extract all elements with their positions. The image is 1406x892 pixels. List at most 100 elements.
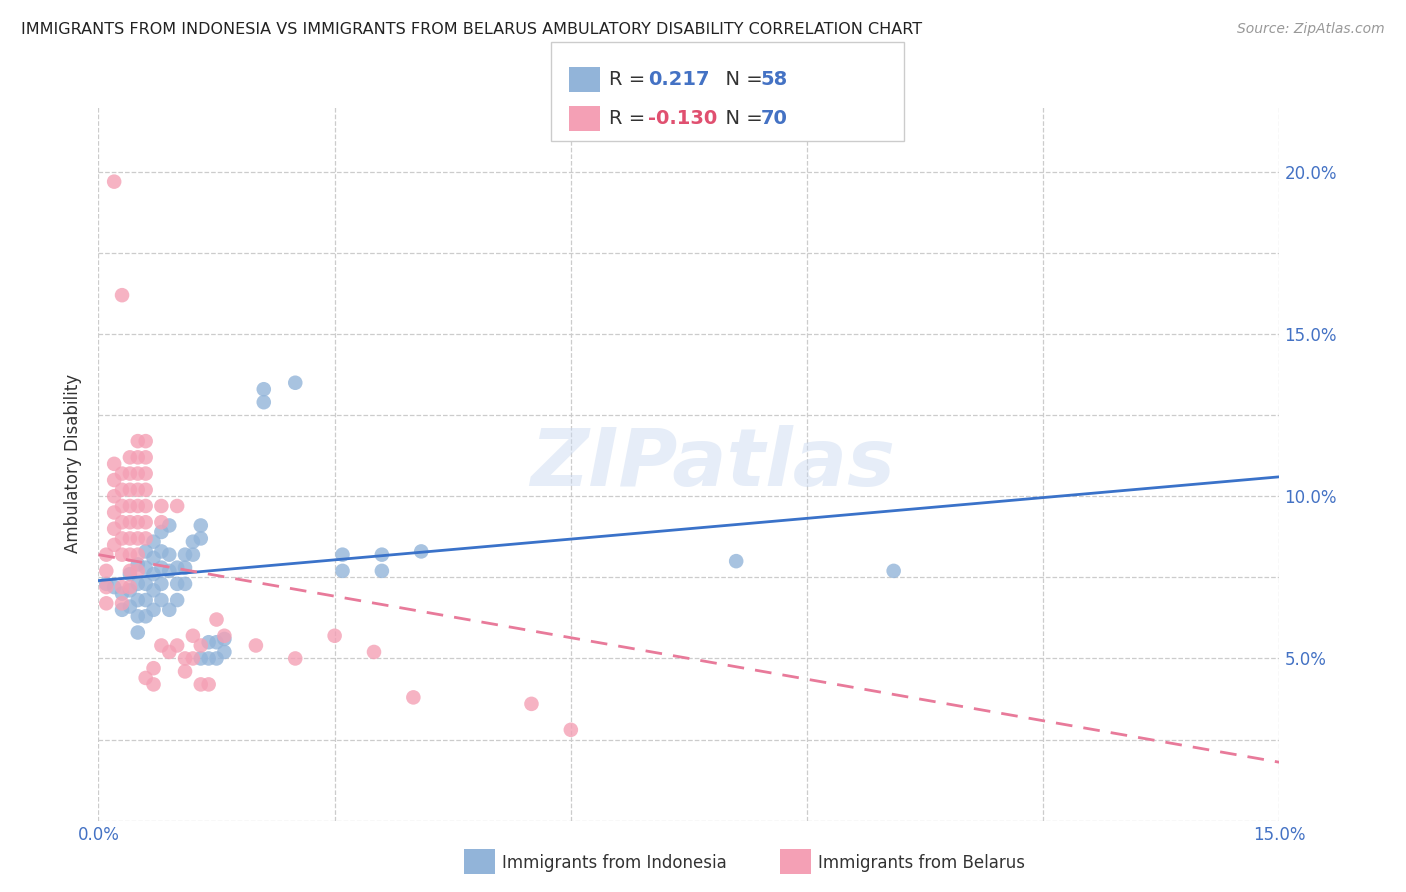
Point (96, 596, 118, 610)
Point (174, 548, 197, 562)
Point (111, 515, 134, 529)
Text: IMMIGRANTS FROM INDONESIA VS IMMIGRANTS FROM BELARUS AMBULATORY DISABILITY CORRE: IMMIGRANTS FROM INDONESIA VS IMMIGRANTS … (21, 22, 922, 37)
Point (411, 544, 433, 558)
Point (103, 457, 125, 471)
Point (883, 564, 905, 578)
Point (127, 483, 149, 497)
Point (111, 288, 134, 302)
Point (166, 499, 188, 513)
Point (103, 473, 125, 487)
Text: Source: ZipAtlas.com: Source: ZipAtlas.com (1237, 22, 1385, 37)
Point (135, 483, 157, 497)
Point (150, 524, 173, 539)
Point (174, 560, 197, 574)
Point (190, 532, 212, 546)
Point (560, 723, 582, 737)
Point (127, 564, 149, 578)
Point (142, 677, 165, 691)
Point (118, 450, 141, 465)
Point (150, 499, 173, 513)
Point (111, 548, 134, 562)
Point (520, 697, 543, 711)
Point (127, 577, 149, 591)
Point (150, 639, 173, 653)
Point (166, 639, 188, 653)
Point (363, 645, 385, 659)
Point (118, 483, 141, 497)
Point (96, 577, 118, 591)
Point (127, 499, 149, 513)
Point (135, 577, 157, 591)
Point (284, 376, 307, 390)
Point (166, 593, 188, 607)
Point (253, 395, 276, 409)
Point (111, 499, 134, 513)
Point (118, 467, 141, 481)
Point (135, 609, 157, 624)
Point (127, 434, 149, 449)
Text: Immigrants from Indonesia: Immigrants from Indonesia (502, 855, 727, 872)
Point (402, 690, 425, 705)
Point (96, 548, 118, 562)
Point (118, 499, 141, 513)
Point (135, 467, 157, 481)
Point (181, 651, 204, 665)
Point (190, 677, 212, 691)
Point (96, 580, 118, 594)
Point (190, 639, 212, 653)
Point (150, 577, 173, 591)
Point (150, 544, 173, 558)
Text: R =: R = (609, 70, 651, 89)
Point (135, 671, 157, 685)
Text: 0.217: 0.217 (648, 70, 710, 89)
Point (103, 489, 125, 503)
Point (157, 645, 180, 659)
Point (127, 625, 149, 640)
Point (103, 580, 125, 594)
Point (135, 450, 157, 465)
Text: R =: R = (609, 109, 651, 128)
Point (127, 609, 149, 624)
Point (150, 560, 173, 574)
Point (197, 677, 219, 691)
Point (118, 564, 141, 578)
Point (135, 499, 157, 513)
Point (118, 567, 141, 582)
Point (135, 593, 157, 607)
Point (111, 483, 134, 497)
Text: N =: N = (713, 109, 769, 128)
Point (127, 558, 149, 572)
Point (127, 548, 149, 562)
Text: ZIPatlas: ZIPatlas (530, 425, 896, 503)
Point (118, 580, 141, 594)
Point (118, 583, 141, 598)
Text: -0.130: -0.130 (648, 109, 717, 128)
Point (111, 586, 134, 600)
Point (135, 532, 157, 546)
Point (142, 603, 165, 617)
Point (181, 629, 204, 643)
Text: 70: 70 (761, 109, 787, 128)
Point (166, 560, 188, 574)
Point (142, 567, 165, 582)
Point (205, 613, 228, 627)
Point (157, 548, 180, 562)
Text: 58: 58 (761, 70, 787, 89)
Point (127, 515, 149, 529)
Point (142, 583, 165, 598)
Point (725, 554, 748, 568)
Point (127, 532, 149, 546)
Point (214, 645, 236, 659)
Point (150, 515, 173, 529)
Point (205, 651, 228, 665)
Point (157, 564, 180, 578)
Point (284, 651, 307, 665)
Point (214, 629, 236, 643)
Point (181, 548, 204, 562)
Point (118, 532, 141, 546)
Point (96, 564, 118, 578)
Text: N =: N = (713, 70, 769, 89)
Point (142, 534, 165, 549)
Point (174, 577, 197, 591)
Y-axis label: Ambulatory Disability: Ambulatory Disability (65, 375, 83, 553)
